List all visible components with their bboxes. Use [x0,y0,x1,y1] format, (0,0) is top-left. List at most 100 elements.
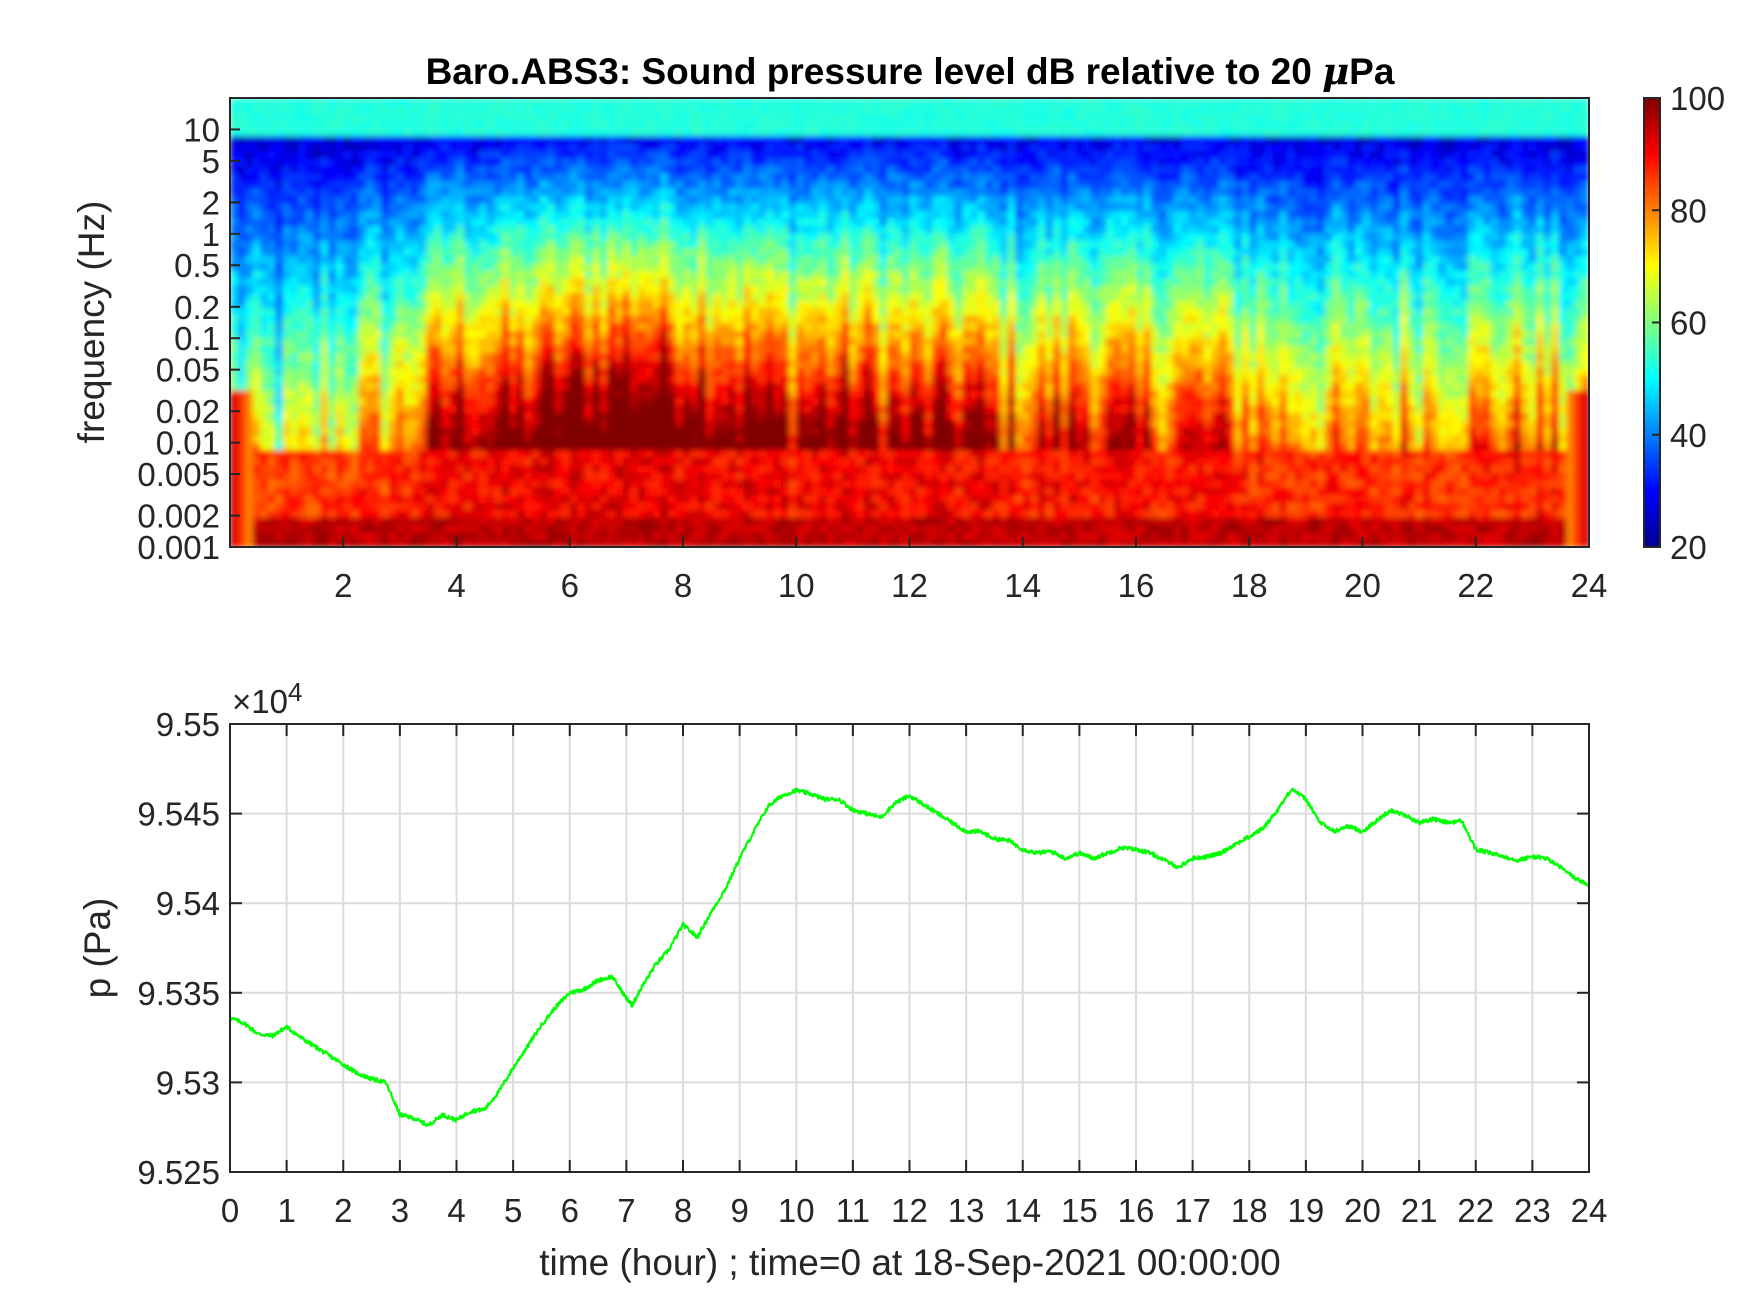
spectrogram-cell [569,165,578,174]
spectrogram-cell [524,479,533,488]
spectrogram-cell [781,112,790,122]
spectrogram-cell [501,172,510,181]
spectrogram-cell [426,165,435,174]
spectrogram-cell [335,112,344,122]
spectrogram-cell [320,187,329,196]
spectrogram-cell [599,382,609,391]
spectrogram-cell [305,240,314,249]
spectrogram-cell [365,532,375,541]
spectrogram-cell [267,524,276,533]
spectrogram-cell [645,172,654,181]
spectrogram-cell [615,255,624,264]
spectrogram-cell [260,374,269,383]
spectrogram-cell [275,434,284,443]
spectrogram-cell [539,135,548,144]
spectrogram-cell [539,359,548,368]
spectrogram-cell [267,262,276,271]
spectrogram-cell [683,457,692,466]
spectrogram-cell [743,337,752,346]
spectrogram-cell [728,382,737,391]
spectrogram-cell [509,232,518,241]
spectrogram-cell [826,127,835,137]
spectrogram-cell [554,135,563,144]
spectrogram-cell [637,487,646,496]
spectrogram-cell [713,427,722,436]
spectrogram-cell [637,322,646,331]
spectrogram-cell [607,517,616,526]
spectrogram-cell [403,232,412,241]
spectrogram-cell [758,255,767,264]
spectrogram-cell [456,329,465,339]
spectrogram-cell [826,367,835,376]
spectrogram-cell [486,412,495,421]
spectrogram-cell [637,292,646,301]
spectrogram-cell [297,285,307,294]
spectrogram-cell [667,307,677,316]
spectrogram-cell [441,127,450,137]
spectrogram-cell [494,494,503,503]
spectrogram-cell [562,344,571,354]
spectrogram-cell [675,419,684,428]
spectrogram-cell [615,494,624,503]
spectrogram-cell [365,165,375,174]
spectrogram-cell [735,225,744,234]
spectrogram-cell [335,352,344,361]
spectrogram-cell [539,329,548,339]
spectrogram-cell [516,202,526,211]
spectrogram-cell [577,427,586,436]
spectrogram-cell [705,464,714,473]
spectrogram-cell [433,359,442,368]
spectrogram-cell [569,270,578,279]
spectrogram-cell [350,322,359,331]
spectrogram-cell [758,187,767,196]
spectrogram-cell [494,352,503,361]
spectrogram-cell [433,449,442,458]
spectrogram-cell [373,427,382,436]
spectrogram-cell [539,539,548,547]
spectrogram-cell [388,322,397,331]
spectrogram-cell [599,210,609,219]
spectrogram-cell [313,487,322,496]
spectrogram-cell [607,187,616,196]
spectrogram-cell [569,329,578,339]
spectrogram-cell [441,157,450,166]
spectrogram-cell [426,479,435,488]
spectrogram-cell [592,352,601,361]
spectrogram-cell [750,427,760,436]
spectrogram-cell [237,300,246,309]
spectrogram-cell [750,202,760,211]
spectrogram-cell [773,509,782,518]
spectrogram-cell [569,240,578,249]
spectrogram-cell [237,359,246,368]
spectrogram-cell [750,300,760,309]
spectrogram-cell [524,202,533,211]
spectrogram-cell [313,105,322,114]
spectrogram-cell [607,255,616,264]
spectrogram-cell [622,307,631,316]
spectrogram-cell [622,344,631,354]
spectrogram-cell [788,255,797,264]
spectrogram-cell [335,150,344,159]
spectrogram-cell [562,187,571,196]
spectrogram-cell [381,517,390,526]
spectrogram-cell [328,285,337,294]
spectrogram-cell [615,135,624,144]
spectrogram-cell [841,404,850,413]
spectrogram-cell [818,322,828,331]
spectrogram-cell [818,337,828,346]
spectrogram-cell [335,165,344,174]
spectrogram-cell [660,412,669,421]
spectrogram-cell [509,472,518,481]
spectrogram-cell [448,344,458,354]
spectrogram-cell [675,517,684,526]
spectrogram-cell [773,397,782,406]
spectrogram-cell [532,120,541,129]
spectrogram-cell [418,457,427,466]
spectrogram-cell [584,412,593,421]
spectrogram-cell [713,502,722,511]
spectrogram-cell [562,509,571,518]
spectrogram-cell [373,247,382,256]
spectrogram-cell [766,225,775,234]
spectrogram-cell [358,344,367,354]
spectrogram-cell [471,285,480,294]
